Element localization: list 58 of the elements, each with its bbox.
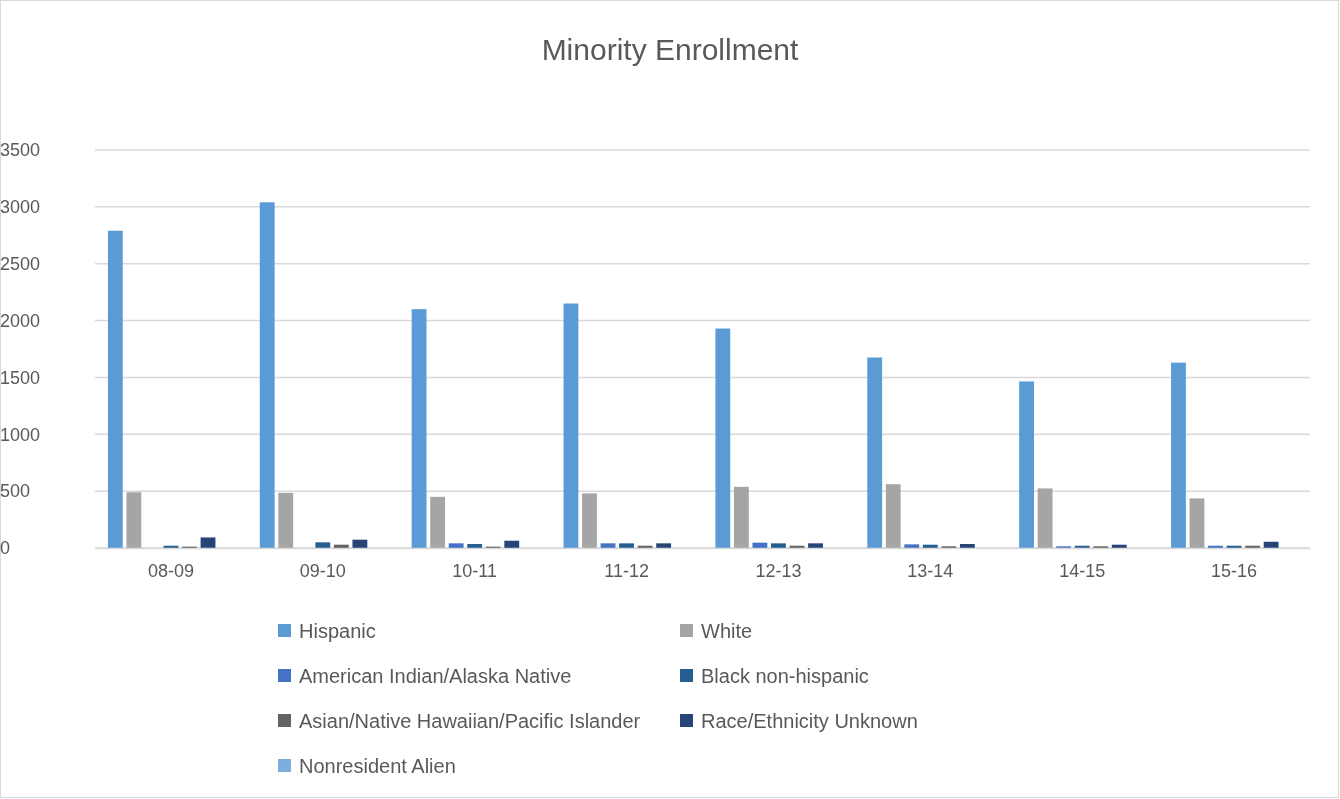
bar <box>715 328 731 548</box>
x-tick-label: 09-10 <box>299 560 346 581</box>
y-tick-label: 1500 <box>0 367 41 388</box>
y-tick-label: 1000 <box>0 424 41 445</box>
bar <box>504 540 520 548</box>
bar <box>1263 541 1279 548</box>
legend-label: Black non-hispanic <box>701 665 869 687</box>
chart-title: Minority Enrollment <box>541 33 800 66</box>
x-tick-label: 14-15 <box>1059 560 1106 581</box>
bar <box>904 544 920 548</box>
legend-label: Hispanic <box>299 620 376 642</box>
y-tick-label: 2500 <box>0 253 41 274</box>
bar <box>563 303 579 548</box>
bar <box>656 543 672 548</box>
bar <box>259 202 275 548</box>
y-tick-label: 500 <box>0 481 31 502</box>
bar <box>808 543 823 548</box>
bar <box>1189 498 1205 548</box>
bar <box>922 544 938 548</box>
x-tick-label: 12-13 <box>755 560 802 581</box>
bar <box>959 544 975 548</box>
bar <box>582 493 597 548</box>
bar <box>1171 362 1186 548</box>
bar <box>867 357 883 548</box>
bar <box>430 496 446 548</box>
bar <box>352 539 368 548</box>
x-tick-label: 08-09 <box>147 560 194 581</box>
bar <box>448 543 464 548</box>
bar <box>411 309 427 548</box>
legend-label: Asian/Native Hawaiian/Pacific Islander <box>299 710 641 732</box>
x-tick-label: 10-11 <box>452 560 498 581</box>
x-tick-label: 15-16 <box>1211 560 1258 581</box>
legend-label: American Indian/Alaska Native <box>299 665 572 687</box>
bar <box>619 543 634 548</box>
y-tick-label: 3000 <box>0 197 41 218</box>
bar <box>771 543 786 548</box>
y-tick-label: 3500 <box>0 140 41 161</box>
bar <box>315 542 331 548</box>
legend-label: Nonresident Alien <box>299 755 456 777</box>
legend-label: Race/Ethnicity Unknown <box>701 710 918 732</box>
bar <box>1019 381 1034 548</box>
bar <box>1111 544 1127 548</box>
bar <box>107 230 123 548</box>
bar <box>333 544 349 548</box>
x-tick-label: 13-14 <box>907 560 954 581</box>
legend-label: White <box>701 620 753 642</box>
bar <box>885 484 901 548</box>
bar <box>600 543 616 548</box>
bar <box>278 492 294 548</box>
bar <box>126 492 142 548</box>
bar <box>467 544 483 548</box>
bar <box>733 486 749 548</box>
y-tick-label: 2000 <box>0 310 41 331</box>
x-tick-label: 11-12 <box>604 560 649 581</box>
y-tick-label: 0 <box>0 538 11 559</box>
bar <box>1037 488 1053 548</box>
bar <box>200 537 216 548</box>
bar <box>752 542 768 548</box>
